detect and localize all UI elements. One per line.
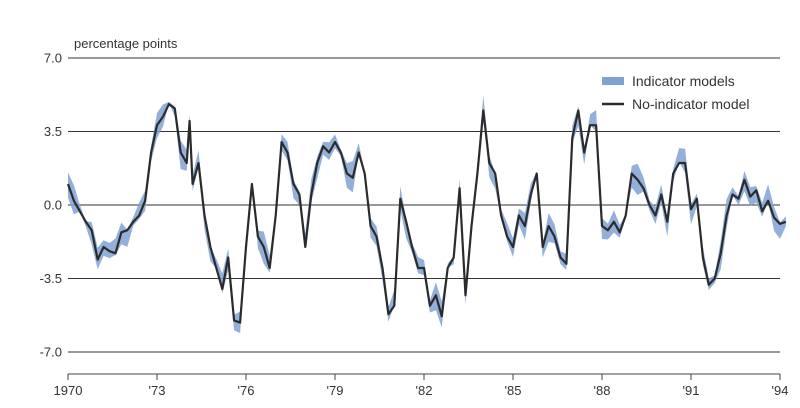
- y-tick-label: -3.5: [40, 271, 62, 286]
- x-axis-ticks: 1970 '73 '76 '79 '82 '85 '88 '91 '94: [54, 374, 789, 398]
- x-tick-label: '79: [327, 383, 344, 398]
- legend-label-indicator-models: Indicator models: [632, 73, 735, 89]
- unit-label: percentage points: [74, 36, 178, 51]
- x-tick-label: '88: [594, 383, 611, 398]
- x-tick-label: '85: [505, 383, 522, 398]
- legend: Indicator models No-indicator model: [602, 73, 750, 112]
- x-tick-label: 1970: [54, 383, 83, 398]
- y-tick-label: -7.0: [40, 345, 62, 360]
- line-series-group: [66, 103, 787, 324]
- x-tick-label: '73: [149, 383, 166, 398]
- legend-swatch-indicator-models: [602, 77, 624, 85]
- x-tick-label: '91: [683, 383, 700, 398]
- legend-label-no-indicator-model: No-indicator model: [632, 96, 750, 112]
- gridlines: [68, 57, 780, 353]
- x-tick-label: '76: [238, 383, 255, 398]
- series-line-no-indicator-model: [66, 103, 787, 324]
- x-tick-label: '94: [772, 383, 789, 398]
- y-tick-label: 3.5: [44, 124, 62, 139]
- y-tick-label: 7.0: [44, 51, 62, 66]
- y-axis-ticks: 7.0 3.5 0.0 -3.5 -7.0: [40, 51, 62, 360]
- x-tick-label: '82: [416, 383, 433, 398]
- y-tick-label: 0.0: [44, 198, 62, 213]
